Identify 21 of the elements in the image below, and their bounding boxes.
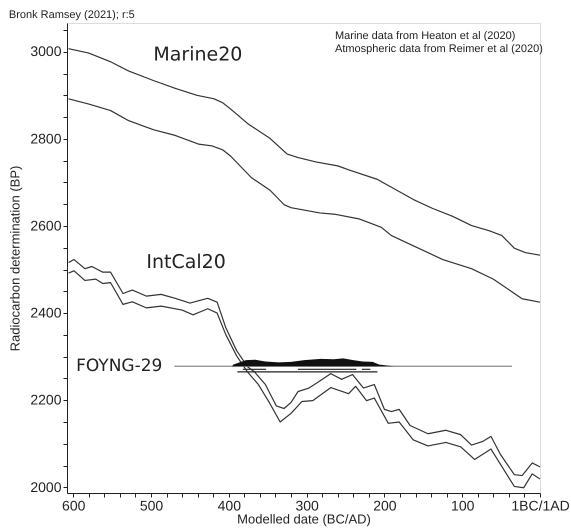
series-label: FOYNG-29 (76, 356, 162, 376)
annotation: Marine data from Heaton et al (2020) (335, 30, 516, 42)
y-tick-label: 2800 (30, 130, 62, 146)
x-tick-label: 500 (140, 498, 164, 514)
x-tick-label: 600 (62, 498, 86, 514)
x-tick-label: 200 (373, 498, 397, 514)
y-tick-label: 2400 (30, 304, 62, 321)
y-tick-label: 2000 (30, 478, 62, 495)
y-tick-label: 2600 (30, 217, 62, 234)
x-tick-label: 300 (295, 498, 320, 514)
x-axis-title: Modelled date (BC/AD) (237, 512, 371, 526)
chart-title: Bronk Ramsey (2021); r:5 (8, 8, 135, 21)
annotation: Atmospheric data from Reimer et al (2020) (335, 43, 543, 55)
y-axis-title: Radiocarbon determination (BP) (7, 166, 22, 352)
series-label: Marine20 (153, 44, 242, 66)
x-tick-label: 400 (218, 498, 242, 514)
y-tick-label: 2200 (30, 392, 62, 408)
y-tick-label: 3000 (30, 43, 62, 60)
series-label: IntCal20 (146, 251, 226, 274)
x-tick-label: 100 (451, 498, 475, 514)
x-tick-label: 1BC/1AD (511, 498, 570, 514)
